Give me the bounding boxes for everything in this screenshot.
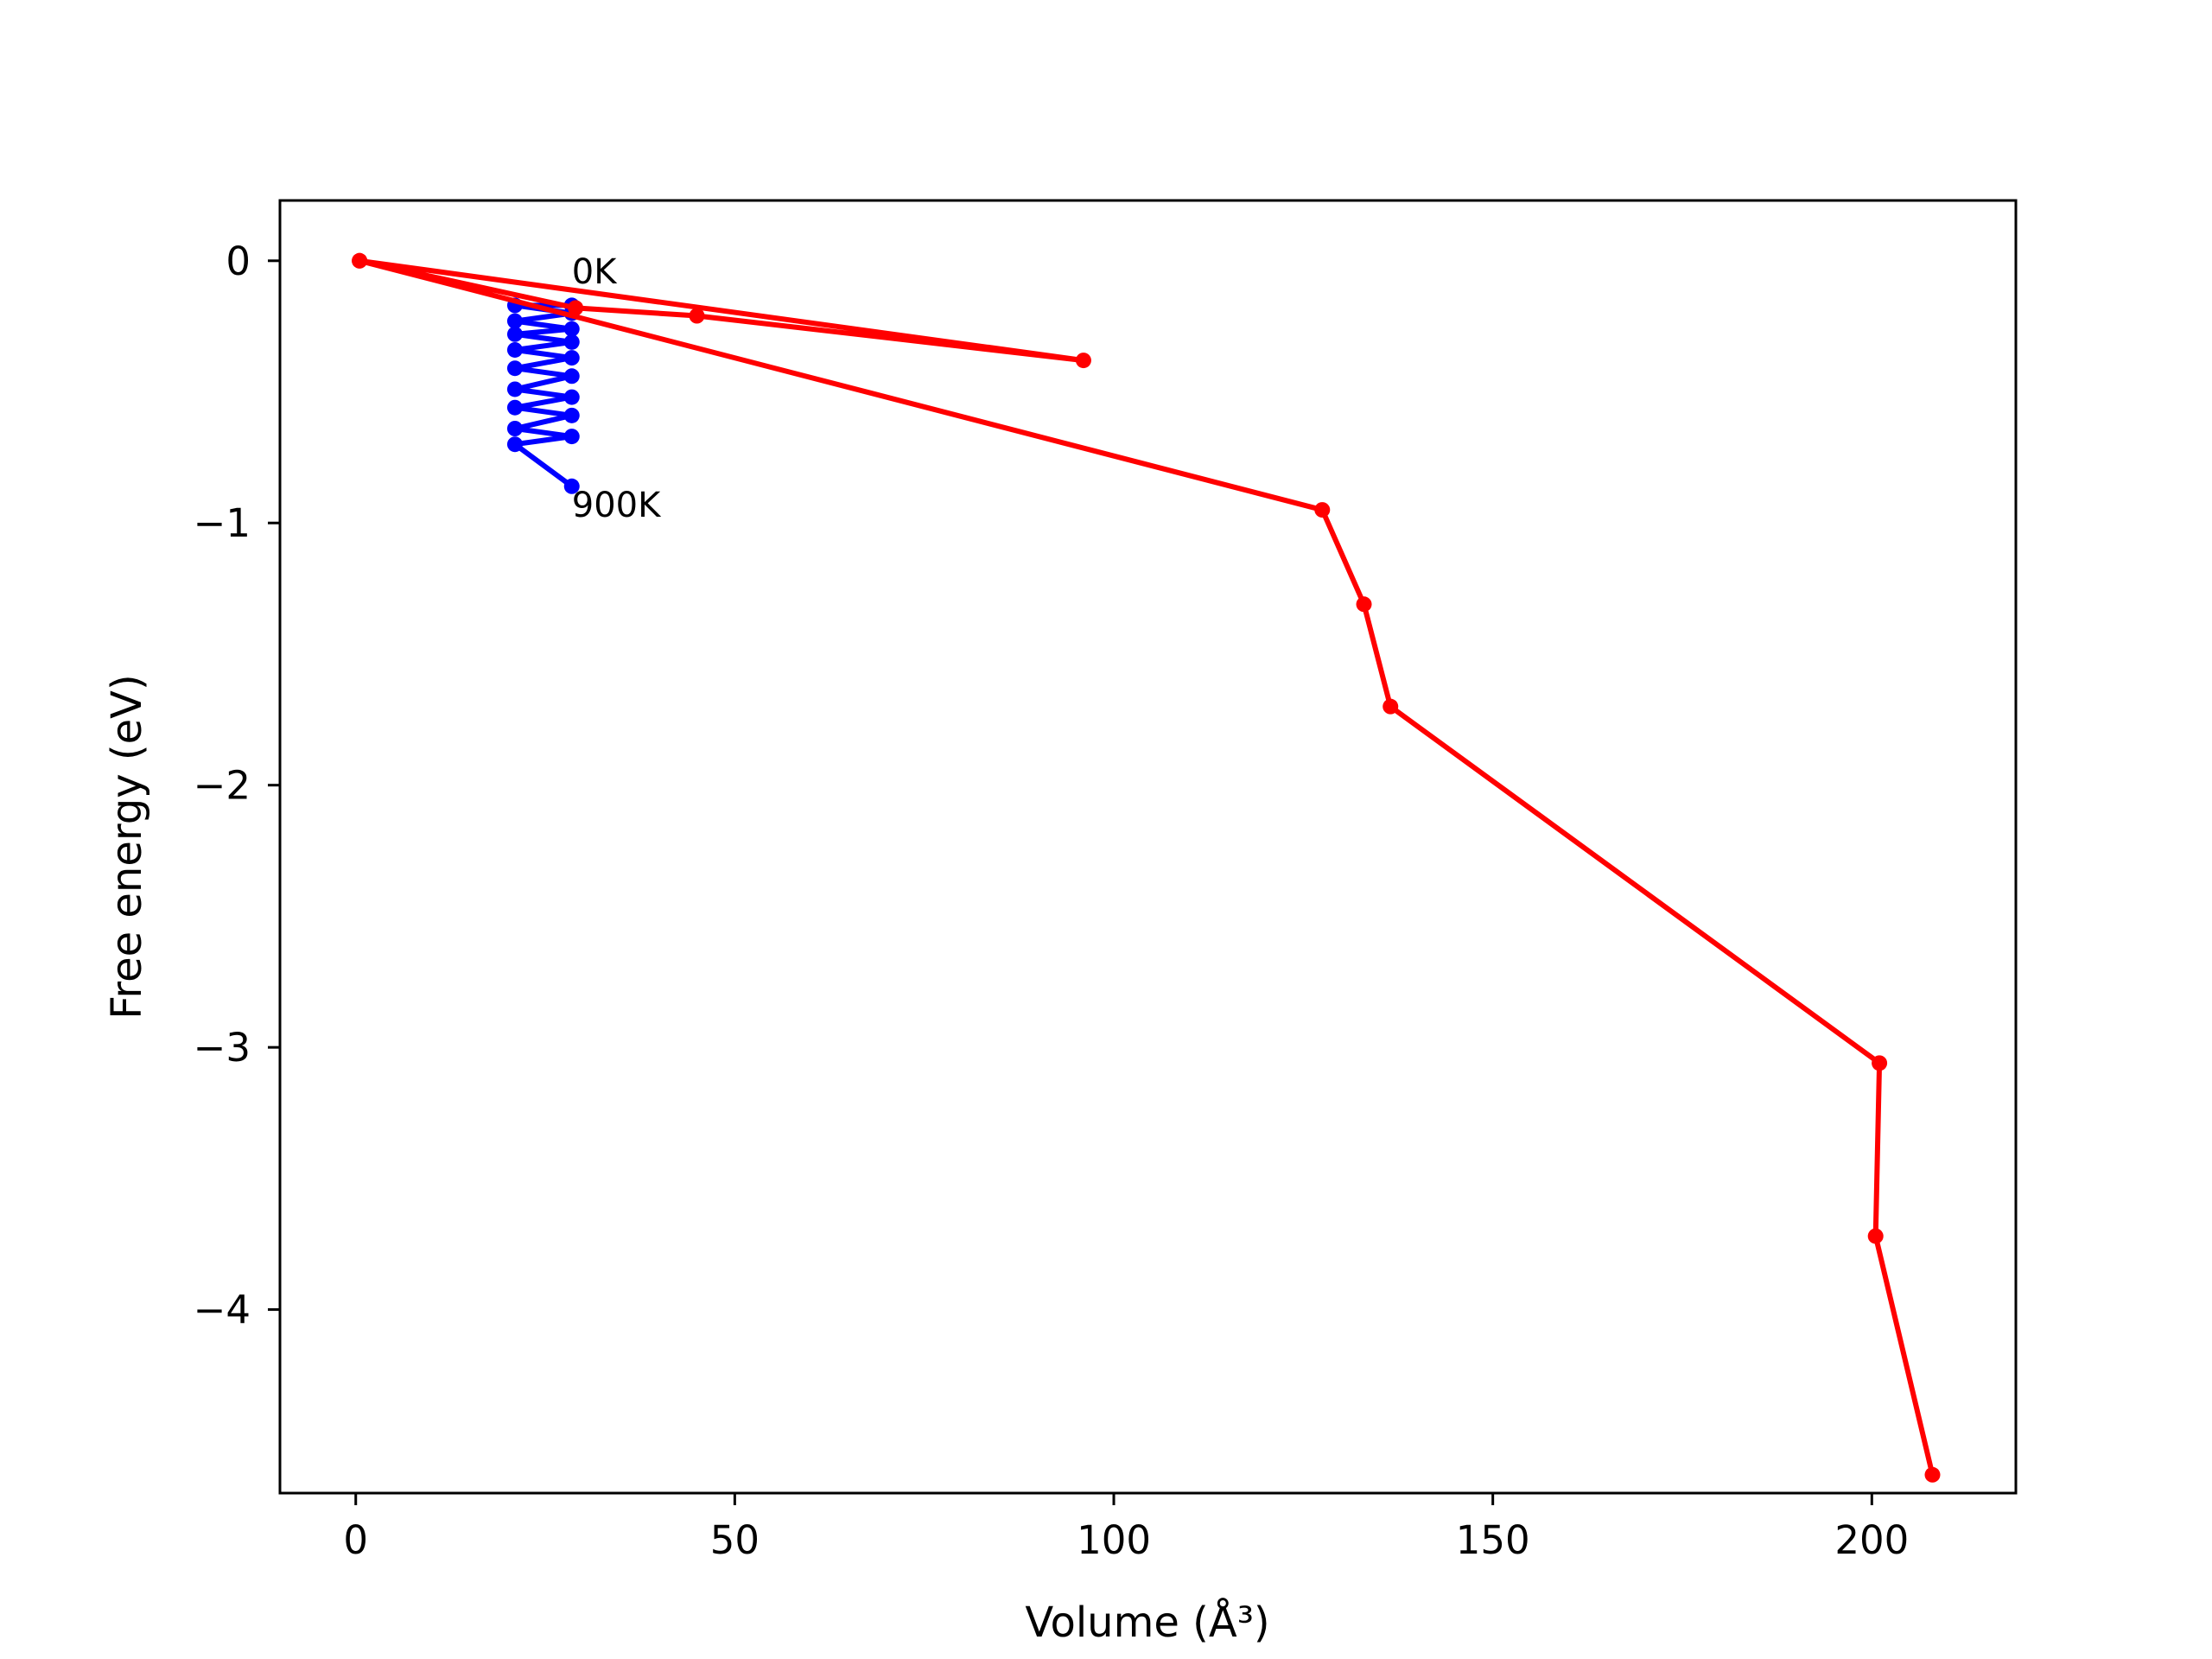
- annotation-label: 0K: [572, 252, 618, 292]
- series-1-point: [568, 300, 584, 316]
- x-tick-label: 50: [710, 1517, 760, 1563]
- x-tick-label: 200: [1834, 1517, 1909, 1563]
- y-tick-label: −3: [194, 1025, 251, 1071]
- series-1-point: [1867, 1228, 1884, 1244]
- series-0-point: [506, 326, 523, 342]
- plot-frame: [278, 199, 2018, 1495]
- series-1-point: [1075, 353, 1091, 369]
- series-1-point: [1356, 596, 1372, 613]
- series-0-point: [506, 381, 523, 397]
- series-0-point: [563, 429, 580, 445]
- series-0-point: [506, 399, 523, 416]
- series-1-point: [1872, 1055, 1888, 1071]
- annotation-layer: 0K 900K: [572, 252, 662, 525]
- ticks-layer: 0 50 100 150 200 0 −1 −2 −3 −4: [194, 238, 1910, 1563]
- x-axis-label: Volume (Å³): [1025, 1598, 1269, 1647]
- series-1-point: [689, 308, 705, 324]
- series-0-point: [506, 421, 523, 436]
- y-tick-label: 0: [226, 238, 251, 284]
- x-tick-label: 150: [1456, 1517, 1530, 1563]
- series-layer: [352, 252, 1941, 1483]
- series-1-point: [1314, 502, 1331, 518]
- series-0-point: [506, 341, 523, 358]
- series-0-point: [506, 313, 523, 329]
- series-0-point: [506, 436, 523, 453]
- y-tick-label: −2: [194, 763, 251, 809]
- series-0-point: [563, 407, 580, 423]
- y-tick-label: −4: [194, 1287, 251, 1333]
- series-1-point: [352, 252, 368, 269]
- x-tick-label: 0: [343, 1517, 368, 1563]
- series-1-point: [1382, 698, 1399, 715]
- series-0-point: [563, 478, 580, 494]
- series-0-point: [563, 389, 580, 405]
- series-0-point: [563, 368, 580, 385]
- series-1-point: [1924, 1466, 1941, 1483]
- x-tick-label: 100: [1077, 1517, 1151, 1563]
- series-0-point: [563, 334, 580, 350]
- y-axis-label: Free energy (eV): [103, 674, 151, 1019]
- series-0-point: [563, 350, 580, 366]
- series-0-point: [506, 360, 523, 377]
- y-tick-label: −1: [194, 500, 251, 546]
- annotation-label: 900K: [572, 486, 662, 525]
- series-0-point: [563, 321, 580, 337]
